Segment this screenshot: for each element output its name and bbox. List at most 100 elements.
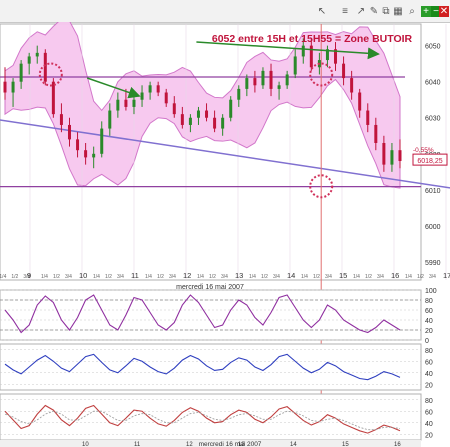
x-hour-label: 17 (443, 271, 450, 280)
y-tick-label: 80 (425, 398, 433, 405)
y-tick-label: 60 (425, 308, 433, 315)
candle-body (51, 81, 55, 115)
x-sub-label: 1/2 (209, 274, 216, 280)
candle-body (229, 99, 233, 118)
candle-body (19, 63, 23, 82)
candle-body (35, 52, 39, 57)
candle-body (116, 99, 120, 111)
x-sub-label: 3/4 (325, 274, 332, 280)
candle-body (76, 139, 80, 151)
footer-hour-label: 13 (238, 442, 245, 447)
candle-body (253, 78, 257, 86)
highlight-circle (309, 62, 334, 87)
y-tick-label: 100 (425, 288, 437, 295)
y-tick-label: 80 (425, 348, 433, 355)
x-hour-label: 14 (287, 271, 295, 280)
candle-body (269, 70, 273, 89)
close-icon[interactable]: ✕ (439, 6, 449, 17)
footer-hour-label: 11 (134, 442, 141, 447)
candle-body (285, 74, 289, 86)
chart-canvas: 6052 entre 15H et 15H55 = Zone BUTOIR605… (0, 22, 450, 447)
x-sub-label: 1/4 (405, 274, 412, 280)
candle-body (11, 81, 15, 93)
x-sub-label: 1/4 (41, 274, 48, 280)
candle-body (3, 81, 7, 93)
candle-body (358, 92, 362, 111)
candle-body (205, 110, 209, 118)
oscillator-panel-2 (0, 343, 422, 391)
footer-axis (0, 440, 421, 447)
y-tick-label: 6030 (425, 116, 441, 123)
y-tick-label: 0 (425, 338, 429, 345)
x-hour-label: 11 (131, 271, 139, 280)
x-sub-label: 1/2 (53, 274, 60, 280)
y-tick-label: 40 (425, 421, 433, 428)
candle-body (196, 110, 200, 118)
y-tick-label: 60 (425, 359, 433, 366)
candle-body (261, 70, 265, 86)
y-tick-label: 5990 (425, 260, 441, 267)
y-tick-label: 6010 (425, 188, 441, 195)
oscillator-line (4, 404, 401, 434)
annotation-text: 6052 entre 15H et 15H55 = Zone BUTOIR (212, 33, 413, 45)
x-sub-label: 1/4 (197, 274, 204, 280)
x-sub-label: 1/4 (93, 274, 100, 280)
candle-body (334, 49, 338, 64)
candle-body (188, 117, 192, 125)
x-hour-label: 13 (235, 271, 243, 280)
x-hour-label: 12 (183, 271, 191, 280)
candle-body (84, 150, 88, 158)
footer-date-label: mercredi 16 mai 2007 (199, 441, 262, 447)
x-sub-label: 1/4 (0, 274, 7, 280)
candle-body (245, 78, 249, 89)
oscillator-line (4, 410, 401, 431)
candle-body (92, 153, 96, 158)
oscillator-line (4, 294, 401, 334)
chain-icon[interactable]: ⧉ (382, 6, 390, 17)
zoom-in-icon[interactable]: + (421, 6, 431, 17)
link-icon[interactable]: ↗ (356, 6, 366, 17)
candle-body (59, 114, 63, 125)
bollinger-band (4, 22, 401, 189)
zoom-icon[interactable]: ⌕ (409, 6, 415, 17)
change-label: -0,55% (413, 147, 434, 154)
x-sub-label: 3/4 (65, 274, 72, 280)
footer-hour-label: 14 (290, 442, 297, 447)
candle-body (382, 142, 386, 165)
x-sub-label: 3/4 (169, 274, 176, 280)
table-icon[interactable]: ▦ (393, 6, 403, 17)
x-sub-label: 1/2 (313, 274, 320, 280)
candle-body (301, 45, 305, 57)
y-tick-label: 40 (425, 318, 433, 325)
arrow-left (86, 77, 141, 99)
y-tick-label: 60 (425, 409, 433, 416)
chart-icon[interactable]: ≡ (342, 6, 348, 17)
candle-body (140, 92, 144, 100)
x-sub-label: 3/4 (117, 274, 124, 280)
candle-body (390, 150, 394, 165)
x-sub-label: 3/4 (377, 274, 384, 280)
y-tick-label: 6040 (425, 80, 441, 87)
x-hour-label: 9 (27, 271, 31, 280)
cursor-icon[interactable]: ↖ (317, 6, 327, 17)
candle-body (277, 85, 281, 89)
x-sub-label: 1/4 (353, 274, 360, 280)
oscillator-line (4, 353, 401, 381)
candle-body (309, 45, 313, 68)
pencil-icon[interactable]: ✎ (369, 6, 379, 17)
minimize-icon[interactable]: − (431, 6, 441, 17)
candle-body (221, 117, 225, 129)
oscillator-panel-1 (0, 289, 422, 341)
y-tick-label: 80 (425, 298, 433, 305)
candle-body (374, 124, 378, 143)
highlight-circle (38, 62, 63, 87)
oscillator-panel-3 (0, 393, 422, 441)
date-label: mercredi 16 mai 2007 (176, 284, 244, 291)
x-sub-label: 1/2 (157, 274, 164, 280)
x-sub-label: 1/2 (11, 274, 18, 280)
x-sub-label: 1/2 (105, 274, 112, 280)
y-tick-label: 6050 (425, 44, 441, 51)
x-sub-label: 3/4 (221, 274, 228, 280)
x-sub-label: 1/2 (365, 274, 372, 280)
y-tick-label: 6000 (425, 224, 441, 231)
